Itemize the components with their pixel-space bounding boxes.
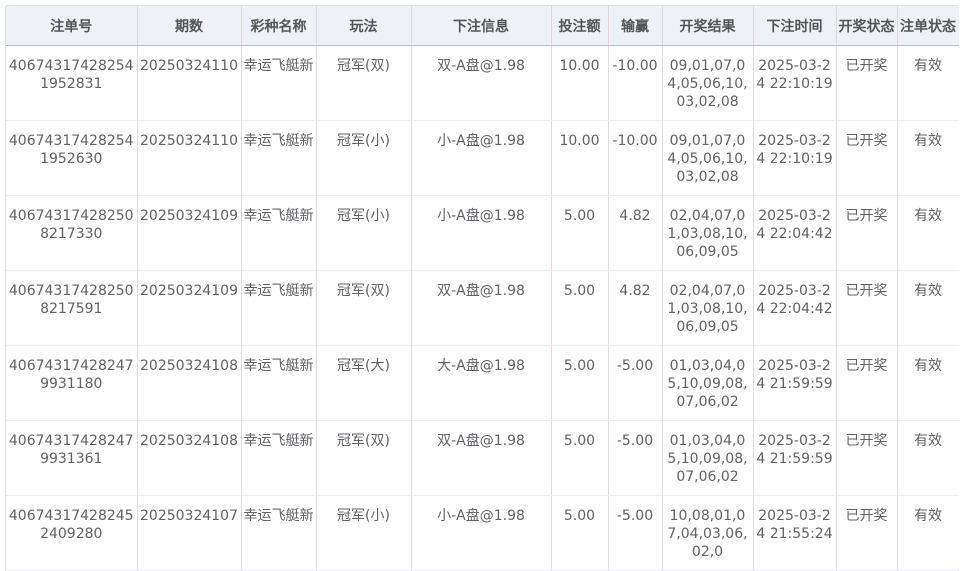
cell-lottery-name: 幸运飞艇新 — [241, 195, 317, 271]
table-row[interactable]: 406743174282541952831 20250324110 幸运飞艇新 冠军(… — [6, 45, 959, 121]
cell-period: 20250324107 — [137, 495, 242, 571]
cell-order-id: 406743174282479931180 — [6, 345, 138, 421]
cell-bet-time: 2025-03-24 22:10:19 — [753, 120, 837, 196]
cell-draw-status: 已开奖 — [836, 345, 898, 421]
cell-bet-time: 2025-03-24 22:04:42 — [753, 270, 837, 346]
cell-bet-info: 大-A盘@1.98 — [411, 345, 552, 421]
cell-draw-result: 01,03,04,05,10,09,08,07,06,02 — [662, 420, 754, 496]
cell-win-loss: 4.82 — [608, 270, 663, 346]
cell-bet-time: 2025-03-24 22:10:19 — [753, 45, 837, 121]
cell-lottery-name: 幸运飞艇新 — [241, 120, 317, 196]
cell-draw-result: 10,08,01,07,04,03,06,02,0 — [662, 495, 754, 571]
cell-draw-result: 09,01,07,04,05,06,10,03,02,08 — [662, 120, 754, 196]
table-row[interactable]: 406743174282508217591 20250324109 幸运飞艇新 冠军(… — [6, 270, 959, 346]
cell-bet-info: 小-A盘@1.98 — [411, 120, 552, 196]
cell-bet-info: 小-A盘@1.98 — [411, 495, 552, 571]
cell-win-loss: 4.82 — [608, 195, 663, 271]
table-row[interactable]: 406743174282541952630 20250324110 幸运飞艇新 冠军(… — [6, 120, 959, 196]
cell-win-loss: -5.00 — [608, 345, 663, 421]
column-header-lottery-name[interactable]: 彩种名称 — [241, 6, 317, 46]
cell-order-status: 有效 — [897, 270, 959, 346]
cell-order-status: 有效 — [897, 120, 959, 196]
cell-period: 20250324109 — [137, 270, 242, 346]
cell-draw-result: 02,04,07,01,03,08,10,06,09,05 — [662, 195, 754, 271]
table-row[interactable]: 406743174282479931180 20250324108 幸运飞艇新 冠军(… — [6, 345, 959, 421]
cell-order-status: 有效 — [897, 495, 959, 571]
cell-lottery-name: 幸运飞艇新 — [241, 420, 317, 496]
cell-bet-amount: 5.00 — [551, 345, 609, 421]
cell-order-id: 406743174282541952831 — [6, 45, 138, 121]
table-row[interactable]: 406743174282479931361 20250324108 幸运飞艇新 冠军(… — [6, 420, 959, 496]
cell-play-type: 冠军(大) — [316, 345, 412, 421]
column-header-draw-status[interactable]: 开奖状态 — [836, 6, 898, 46]
cell-order-status: 有效 — [897, 345, 959, 421]
cell-play-type: 冠军(双) — [316, 420, 412, 496]
cell-draw-status: 已开奖 — [836, 420, 898, 496]
cell-play-type: 冠军(小) — [316, 495, 412, 571]
cell-bet-time: 2025-03-24 22:04:42 — [753, 195, 837, 271]
cell-period: 20250324108 — [137, 345, 242, 421]
cell-draw-status: 已开奖 — [836, 195, 898, 271]
cell-period: 20250324110 — [137, 120, 242, 196]
cell-bet-time: 2025-03-24 21:55:24 — [753, 495, 837, 571]
cell-bet-time: 2025-03-24 21:59:59 — [753, 345, 837, 421]
cell-draw-result: 09,01,07,04,05,06,10,03,02,08 — [662, 45, 754, 121]
cell-win-loss: -10.00 — [608, 45, 663, 121]
cell-order-id: 406743174282479931361 — [6, 420, 138, 496]
cell-lottery-name: 幸运飞艇新 — [241, 345, 317, 421]
cell-bet-amount: 5.00 — [551, 270, 609, 346]
cell-draw-status: 已开奖 — [836, 45, 898, 121]
cell-lottery-name: 幸运飞艇新 — [241, 495, 317, 571]
cell-order-status: 有效 — [897, 45, 959, 121]
cell-order-id: 406743174282452409280 — [6, 495, 138, 571]
column-header-bet-amount[interactable]: 投注额 — [551, 6, 609, 46]
cell-lottery-name: 幸运飞艇新 — [241, 270, 317, 346]
cell-period: 20250324109 — [137, 195, 242, 271]
column-header-bet-info[interactable]: 下注信息 — [411, 6, 552, 46]
cell-bet-amount: 10.00 — [551, 45, 609, 121]
cell-win-loss: -5.00 — [608, 495, 663, 571]
cell-bet-amount: 5.00 — [551, 495, 609, 571]
cell-play-type: 冠军(小) — [316, 120, 412, 196]
cell-draw-status: 已开奖 — [836, 270, 898, 346]
cell-play-type: 冠军(小) — [316, 195, 412, 271]
cell-order-id: 406743174282508217591 — [6, 270, 138, 346]
column-header-play-type[interactable]: 玩法 — [316, 6, 412, 46]
cell-bet-info: 小-A盘@1.98 — [411, 195, 552, 271]
table-header-row: 注单号 期数 彩种名称 玩法 下注信息 投注额 输赢 开奖结果 下注时间 开奖状态 注单状态 — [6, 6, 959, 46]
cell-bet-time: 2025-03-24 21:59:59 — [753, 420, 837, 496]
cell-order-status: 有效 — [897, 195, 959, 271]
cell-bet-info: 双-A盘@1.98 — [411, 45, 552, 121]
column-header-order-id[interactable]: 注单号 — [6, 6, 138, 46]
column-header-period[interactable]: 期数 — [137, 6, 242, 46]
column-header-draw-result[interactable]: 开奖结果 — [662, 6, 754, 46]
table-body: 406743174282541952831 20250324110 幸运飞艇新 冠军(… — [6, 45, 959, 571]
cell-draw-result: 01,03,04,05,10,09,08,07,06,02 — [662, 345, 754, 421]
cell-draw-status: 已开奖 — [836, 120, 898, 196]
column-header-order-status[interactable]: 注单状态 — [897, 6, 959, 46]
cell-bet-amount: 5.00 — [551, 195, 609, 271]
cell-draw-result: 02,04,07,01,03,08,10,06,09,05 — [662, 270, 754, 346]
cell-bet-amount: 10.00 — [551, 120, 609, 196]
cell-order-status: 有效 — [897, 420, 959, 496]
cell-bet-amount: 5.00 — [551, 420, 609, 496]
cell-play-type: 冠军(双) — [316, 270, 412, 346]
cell-order-id: 406743174282508217330 — [6, 195, 138, 271]
table-row[interactable]: 406743174282452409280 20250324107 幸运飞艇新 冠军(… — [6, 495, 959, 571]
cell-draw-status: 已开奖 — [836, 495, 898, 571]
column-header-win-loss[interactable]: 输赢 — [608, 6, 663, 46]
bet-records-table: 注单号 期数 彩种名称 玩法 下注信息 投注额 输赢 开奖结果 下注时间 开奖状态 注单状态 406… — [5, 5, 959, 571]
cell-period: 20250324108 — [137, 420, 242, 496]
cell-win-loss: -5.00 — [608, 420, 663, 496]
cell-lottery-name: 幸运飞艇新 — [241, 45, 317, 121]
cell-win-loss: -10.00 — [608, 120, 663, 196]
cell-bet-info: 双-A盘@1.98 — [411, 270, 552, 346]
cell-order-id: 406743174282541952630 — [6, 120, 138, 196]
column-header-bet-time[interactable]: 下注时间 — [753, 6, 837, 46]
cell-bet-info: 双-A盘@1.98 — [411, 420, 552, 496]
cell-period: 20250324110 — [137, 45, 242, 121]
table-row[interactable]: 406743174282508217330 20250324109 幸运飞艇新 冠军(… — [6, 195, 959, 271]
cell-play-type: 冠军(双) — [316, 45, 412, 121]
